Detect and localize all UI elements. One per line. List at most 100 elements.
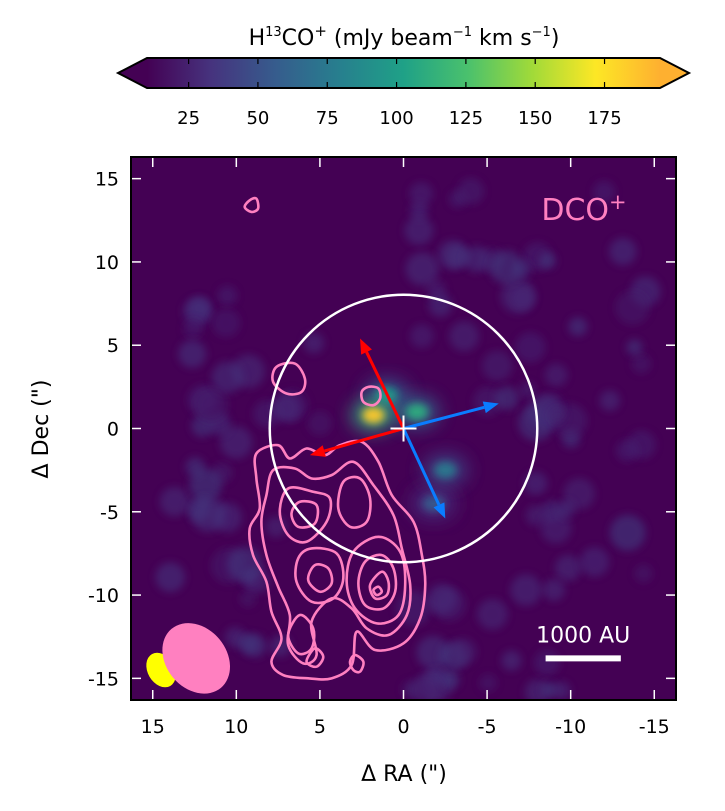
emission-blob — [552, 681, 571, 700]
emission-blob — [303, 332, 325, 354]
protostar-marker — [390, 415, 417, 442]
emission-peak — [434, 462, 457, 479]
emission-blob — [405, 252, 439, 286]
colorbar-ticks: 25 50 75 100 125 150 175 — [177, 58, 622, 129]
primary-beam-circle — [268, 293, 539, 564]
colorbar-tick-label: 25 — [177, 108, 200, 129]
emission-blob — [426, 280, 446, 300]
emission-blob — [457, 178, 484, 205]
x-tick-label: 10 — [224, 716, 248, 738]
dco-contour-17 — [243, 196, 260, 214]
plot-area: 1000 AU DCO+ 15 10 5 0 -5 -10 -15 15 10 5 0 -5 -10 -1… — [29, 156, 677, 787]
beam-ellipses — [146, 623, 230, 694]
dco-contour-4 — [290, 499, 320, 529]
emission-blob — [404, 216, 434, 245]
dco-contour-5 — [336, 475, 372, 529]
y-tick-label: 10 — [95, 252, 119, 274]
colorbar: H13CO+ (mJy beam−1 km s−1) 25 50 75 100 125 1… — [115, 22, 692, 129]
emission-blob — [542, 578, 565, 601]
emission-blob — [510, 574, 542, 606]
emission-blob — [211, 308, 240, 337]
x-tick-label: 0 — [397, 716, 409, 738]
emission-blob — [194, 388, 229, 423]
emission-peak — [405, 403, 428, 420]
emission-blob — [557, 500, 575, 519]
emission-blob — [243, 634, 267, 658]
scalebar-label: 1000 AU — [536, 623, 630, 648]
emission-blob — [189, 468, 223, 502]
y-tick-label: 5 — [107, 335, 119, 357]
emission-blob — [534, 649, 560, 676]
emission-blob — [609, 514, 646, 551]
emission-blob — [609, 237, 637, 266]
x-tick-label: 15 — [141, 716, 165, 738]
colorbar-tick-label: 100 — [379, 108, 413, 129]
emission-blob — [634, 564, 653, 583]
dco-contour-3 — [278, 486, 333, 544]
x-tick-label: 5 — [314, 716, 326, 738]
x-tick-label: -15 — [639, 716, 670, 738]
blue-arrow-west — [403, 401, 499, 430]
emission-blob — [449, 638, 477, 666]
emission-blob — [541, 681, 558, 698]
outflow-arrows — [309, 338, 499, 519]
emission-blob — [599, 390, 620, 411]
emission-blob — [549, 407, 566, 424]
emission-blob — [626, 339, 643, 356]
dco-contour-15 — [271, 361, 307, 396]
emission-blob — [525, 505, 547, 526]
emission-blob — [155, 562, 185, 592]
dco-contour-8 — [368, 570, 391, 601]
emission-blob — [579, 547, 610, 577]
dco-contour-14 — [348, 653, 365, 674]
dco-contour-9 — [372, 585, 384, 597]
emission-blob — [511, 286, 535, 310]
red-arrow-east — [309, 427, 404, 457]
dco-contours — [243, 196, 427, 681]
emission-blob — [307, 411, 332, 436]
emission-blob — [568, 317, 588, 337]
axis-ticks: 15 10 5 0 -5 -10 -15 15 10 5 0 -5 -10 -15 — [88, 157, 676, 738]
emission-blob — [409, 201, 429, 220]
emission-blob — [441, 670, 460, 689]
emission-blob — [217, 285, 237, 306]
emission-blob — [211, 361, 244, 394]
emission-blob — [449, 321, 479, 352]
plot-frame — [130, 156, 677, 701]
emission-blob — [272, 393, 301, 423]
dco-contour-6 — [345, 535, 407, 625]
emission-blob — [463, 246, 490, 273]
emission-blob — [495, 386, 519, 410]
colorbar-tick-label: 150 — [518, 108, 552, 129]
x-tick-label: -5 — [478, 716, 497, 738]
emission-blob — [554, 555, 581, 581]
emission-blob — [437, 239, 468, 270]
emission-blob — [482, 350, 513, 381]
emission-peak — [362, 407, 385, 424]
dco-contour-10 — [294, 546, 345, 605]
colorbar-tick-label: 75 — [316, 108, 339, 129]
x-axis-label: Δ RA (") — [361, 762, 447, 787]
colorbar-title: H13CO+ (mJy beam−1 km s−1) — [249, 22, 560, 51]
y-tick-label: -10 — [88, 585, 119, 607]
y-tick-label: 0 — [107, 419, 119, 441]
y-tick-label: 15 — [95, 169, 119, 191]
emission-blob — [593, 180, 615, 203]
dco-contour-2 — [260, 460, 412, 666]
emission-blob — [501, 650, 522, 671]
emission-blob — [615, 290, 650, 325]
blue-arrow-south — [402, 427, 446, 519]
emission-blob — [539, 252, 556, 270]
emission-blob — [178, 340, 207, 368]
emission-blob — [515, 332, 546, 363]
emission-blob — [426, 583, 457, 614]
emission-blob — [489, 250, 524, 285]
colorbar-tick-label: 175 — [587, 108, 621, 129]
colorbar-left-extension — [118, 58, 147, 88]
dco-contour-11 — [306, 563, 334, 594]
colorbar-tick-label: 125 — [449, 108, 483, 129]
emission-blob — [631, 354, 651, 374]
colorbar-gradient — [147, 58, 660, 88]
dco-contour-7 — [357, 553, 398, 611]
